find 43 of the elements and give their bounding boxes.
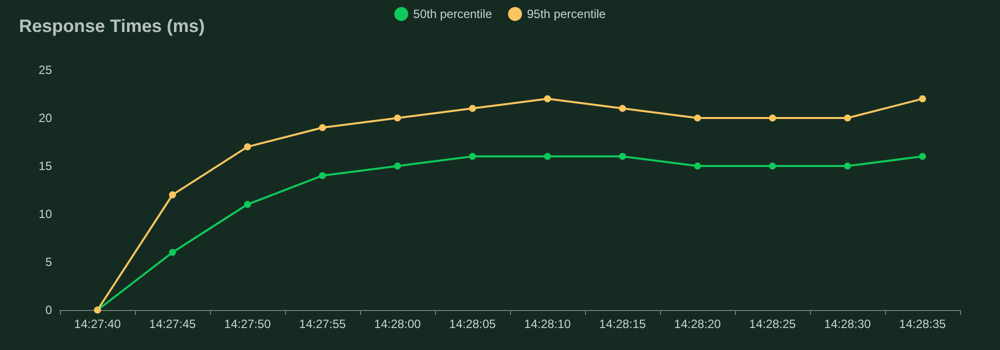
point xyxy=(394,162,401,170)
point xyxy=(244,143,251,150)
point xyxy=(469,152,476,160)
point xyxy=(619,104,626,112)
y-tick-label: 15 xyxy=(38,159,52,173)
y-tick-label: 0 xyxy=(45,303,52,317)
point xyxy=(619,152,626,160)
point xyxy=(244,200,251,208)
chart-title: Response Times (ms) xyxy=(19,16,205,36)
point xyxy=(169,191,176,198)
point xyxy=(394,114,401,122)
legend-label: 95th percentile xyxy=(527,7,606,21)
x-tick-label: 14:27:40 xyxy=(74,317,122,331)
x-tick-label: 14:27:55 xyxy=(299,317,346,331)
point xyxy=(544,95,551,102)
x-tick-label: 14:28:30 xyxy=(824,317,872,331)
point xyxy=(544,152,551,160)
y-tick-label: 20 xyxy=(38,111,52,125)
point xyxy=(844,114,851,122)
point xyxy=(919,152,926,160)
x-tick-label: 14:28:35 xyxy=(899,317,946,331)
y-tick-label: 10 xyxy=(38,207,52,221)
legend-label: 50th percentile xyxy=(413,7,492,21)
point xyxy=(694,114,701,122)
point xyxy=(169,248,176,256)
point xyxy=(469,104,476,112)
point xyxy=(769,162,776,170)
point xyxy=(319,124,326,132)
point xyxy=(319,172,326,180)
x-tick-label: 14:27:45 xyxy=(149,317,196,331)
x-tick-label: 14:28:05 xyxy=(449,317,496,331)
point xyxy=(694,162,701,170)
x-tick-label: 14:27:50 xyxy=(224,317,272,331)
x-tick-label: 14:28:00 xyxy=(374,317,422,331)
x-tick-label: 14:28:10 xyxy=(524,317,572,331)
y-tick-label: 25 xyxy=(38,63,52,77)
point xyxy=(919,95,926,102)
point xyxy=(844,162,851,170)
x-tick-label: 14:28:25 xyxy=(749,317,796,331)
x-tick-label: 14:28:20 xyxy=(674,317,722,331)
x-tick-label: 14:28:15 xyxy=(599,317,646,331)
y-tick-label: 5 xyxy=(45,255,52,269)
point xyxy=(769,114,776,122)
